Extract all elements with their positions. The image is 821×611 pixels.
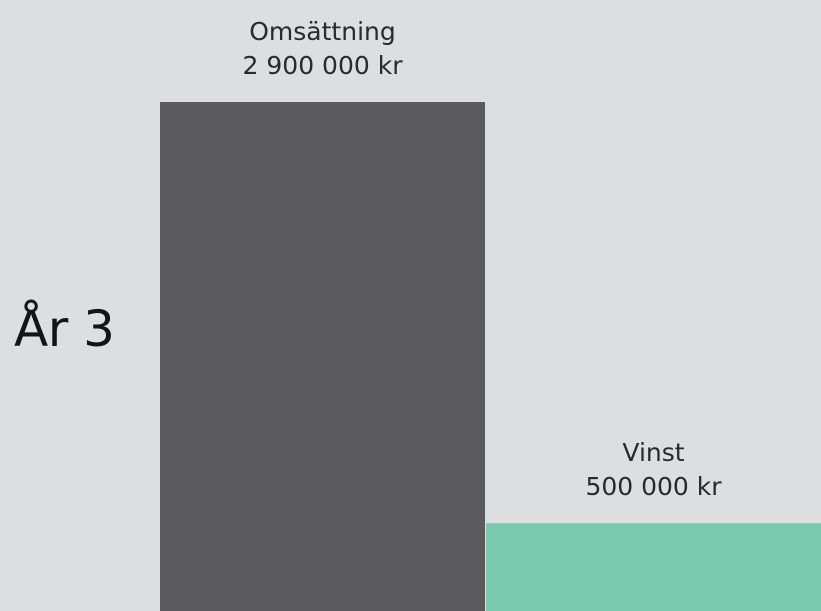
value-label: 2 900 000 kr bbox=[243, 51, 404, 80]
year-label: År 3 bbox=[14, 300, 115, 358]
bar-omsättning bbox=[160, 102, 485, 611]
category-label: Omsättning bbox=[249, 17, 395, 46]
value-label: 500 000 kr bbox=[585, 472, 722, 501]
category-label: Vinst bbox=[622, 438, 684, 467]
bar-vinst bbox=[486, 523, 821, 611]
